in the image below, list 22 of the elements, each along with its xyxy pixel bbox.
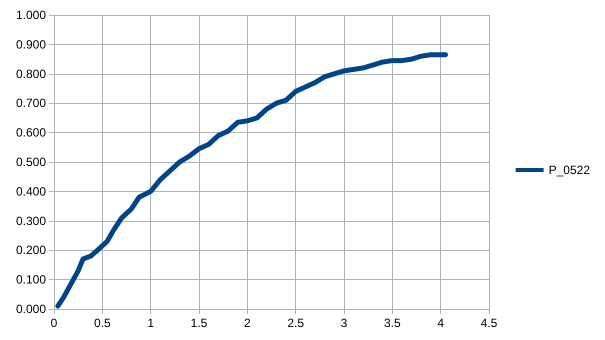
y-tick-label: 0.900 — [16, 37, 46, 52]
x-tick-label: 4.5 — [480, 316, 498, 330]
x-tick-label: 2 — [244, 316, 251, 330]
y-tick-label: 0.100 — [16, 272, 46, 287]
y-tick-label: 0.500 — [16, 155, 46, 169]
x-tick-label: 3 — [340, 316, 348, 330]
x-tick-label: 4 — [437, 316, 444, 330]
y-tick-label: 0.600 — [16, 126, 46, 140]
y-tick-label: 0.400 — [16, 184, 46, 198]
y-tick-label: 1.000 — [16, 8, 46, 22]
y-tick-label: 0.700 — [16, 96, 46, 110]
x-tick-label: 1 — [147, 316, 154, 330]
x-tick-label: 1.5 — [190, 316, 208, 330]
y-tick-label: 0.200 — [16, 243, 46, 258]
y-tick-label: 0.800 — [16, 66, 46, 81]
x-tick-label: 0 — [50, 316, 58, 330]
legend-label: P_0522 — [548, 163, 590, 177]
y-tick-label: 0.300 — [16, 214, 46, 228]
y-tick-label: 0.000 — [16, 302, 46, 316]
x-tick-label: 3.5 — [384, 316, 401, 330]
x-tick-label: 0.5 — [94, 316, 111, 330]
x-tick-label: 2.5 — [287, 316, 304, 330]
